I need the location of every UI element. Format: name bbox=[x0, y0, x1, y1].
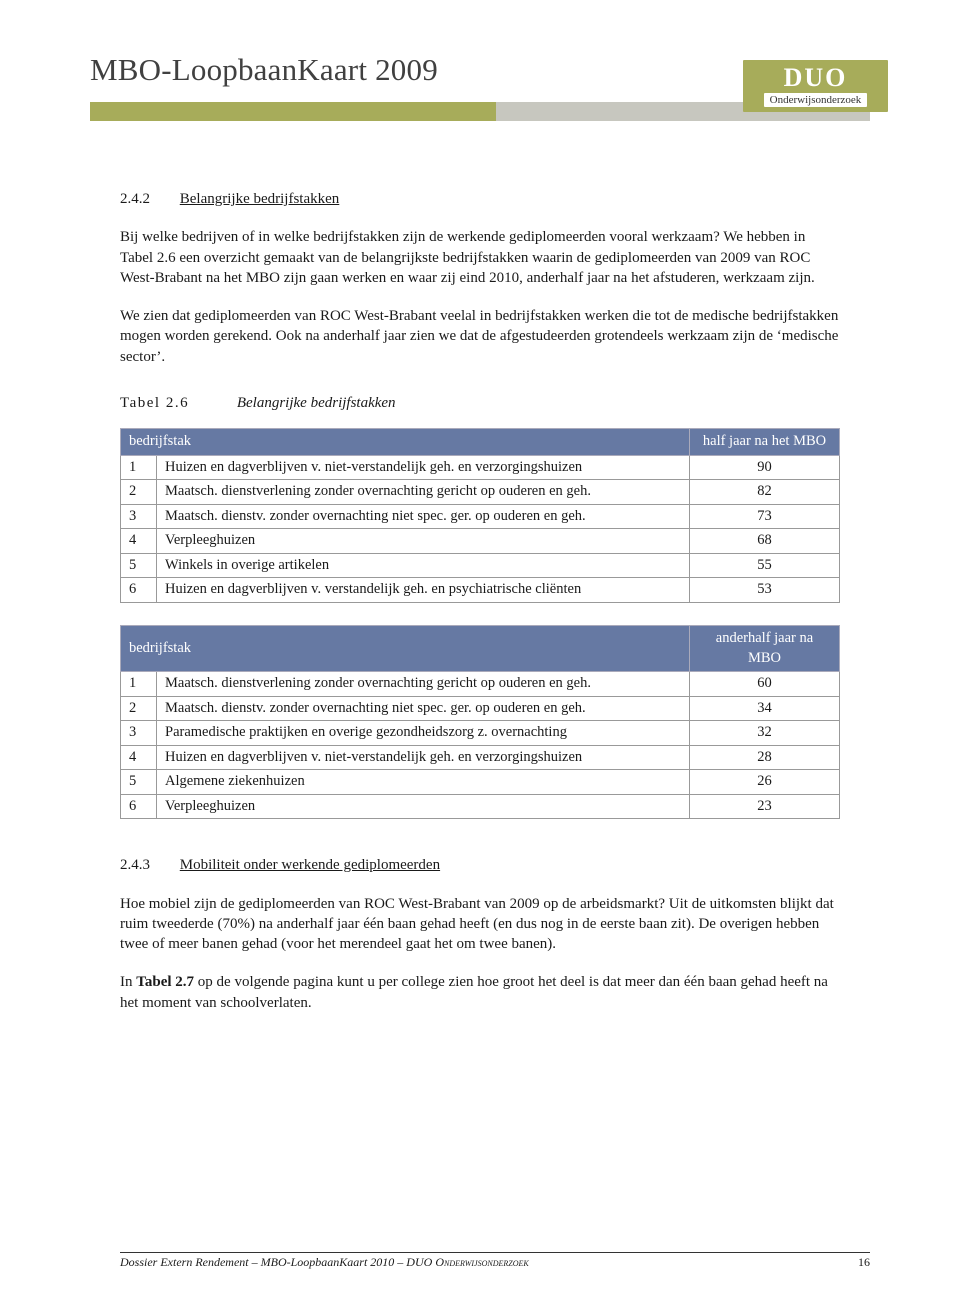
table-label: Tabel 2.6 bbox=[120, 395, 189, 411]
text-bold: Tabel 2.7 bbox=[136, 974, 194, 990]
text-run: In bbox=[120, 974, 136, 990]
row-index: 6 bbox=[121, 794, 157, 819]
page-body: 2.4.2 Belangrijke bedrijfstakken Bij wel… bbox=[0, 165, 960, 1013]
row-index: 3 bbox=[121, 721, 157, 746]
row-index: 1 bbox=[121, 455, 157, 480]
row-index: 5 bbox=[121, 553, 157, 578]
table-row: 6Huizen en dagverblijven v. verstandelij… bbox=[121, 578, 840, 603]
col-header-left: bedrijfstak bbox=[121, 429, 690, 456]
col-header-right: anderhalf jaar na MBO bbox=[690, 625, 840, 671]
table-row: 3Paramedische praktijken en overige gezo… bbox=[121, 721, 840, 746]
row-text: Winkels in overige artikelen bbox=[157, 553, 690, 578]
row-index: 6 bbox=[121, 578, 157, 603]
section-title: Mobiliteit onder werkende gediplomeerden bbox=[180, 857, 440, 873]
row-text: Maatsch. dienstv. zonder overnachting ni… bbox=[157, 696, 690, 721]
footer-text: Dossier Extern Rendement – MBO-LoopbaanK… bbox=[120, 1255, 529, 1270]
row-text: Verpleeghuizen bbox=[157, 529, 690, 554]
row-index: 2 bbox=[121, 696, 157, 721]
text-run: op de volgende pagina kunt u per college… bbox=[120, 974, 828, 1010]
row-value: 55 bbox=[690, 553, 840, 578]
table-row: 2Maatsch. dienstv. zonder overnachting n… bbox=[121, 696, 840, 721]
row-value: 68 bbox=[690, 529, 840, 554]
row-text: Verpleeghuizen bbox=[157, 794, 690, 819]
row-index: 1 bbox=[121, 672, 157, 697]
page-header: DUO Onderwijsonderzoek MBO-LoopbaanKaart… bbox=[0, 0, 960, 165]
footer-left-a: Dossier Extern Rendement – MBO-LoopbaanK… bbox=[120, 1255, 435, 1269]
row-index: 3 bbox=[121, 504, 157, 529]
section-number: 2.4.3 bbox=[120, 855, 176, 875]
page-number: 16 bbox=[858, 1255, 870, 1270]
row-text: Maatsch. dienstverlening zonder overnach… bbox=[157, 672, 690, 697]
row-value: 90 bbox=[690, 455, 840, 480]
table-row: 1Maatsch. dienstverlening zonder overnac… bbox=[121, 672, 840, 697]
duo-logo: DUO Onderwijsonderzoek bbox=[743, 60, 888, 112]
logo-sub: Onderwijsonderzoek bbox=[764, 93, 868, 107]
table-row: 3Maatsch. dienstv. zonder overnachting n… bbox=[121, 504, 840, 529]
row-text: Huizen en dagverblijven v. niet-verstand… bbox=[157, 455, 690, 480]
table-row: 4Huizen en dagverblijven v. niet-verstan… bbox=[121, 745, 840, 770]
col-header-left: bedrijfstak bbox=[121, 625, 690, 671]
paragraph: We zien dat gediplomeerden van ROC West-… bbox=[120, 306, 840, 367]
row-index: 4 bbox=[121, 745, 157, 770]
section-heading-242: 2.4.2 Belangrijke bedrijfstakken bbox=[120, 189, 840, 209]
paragraph: Bij welke bedrijven of in welke bedrijfs… bbox=[120, 227, 840, 288]
row-text: Huizen en dagverblijven v. niet-verstand… bbox=[157, 745, 690, 770]
row-value: 32 bbox=[690, 721, 840, 746]
table-caption-text: Belangrijke bedrijfstakken bbox=[237, 395, 396, 411]
row-value: 53 bbox=[690, 578, 840, 603]
row-text: Maatsch. dienstv. zonder overnachting ni… bbox=[157, 504, 690, 529]
table-26a: bedrijfstak half jaar na het MBO 1Huizen… bbox=[120, 428, 840, 603]
paragraph: In Tabel 2.7 op de volgende pagina kunt … bbox=[120, 972, 840, 1013]
section-heading-243: 2.4.3 Mobiliteit onder werkende gediplom… bbox=[120, 855, 840, 875]
row-value: 28 bbox=[690, 745, 840, 770]
row-text: Huizen en dagverblijven v. verstandelijk… bbox=[157, 578, 690, 603]
row-index: 4 bbox=[121, 529, 157, 554]
row-index: 5 bbox=[121, 770, 157, 795]
footer-left-b: Onderwijsonderzoek bbox=[435, 1255, 528, 1269]
row-index: 2 bbox=[121, 480, 157, 505]
table-row: 6Verpleeghuizen23 bbox=[121, 794, 840, 819]
table-caption: Tabel 2.6 Belangrijke bedrijfstakken bbox=[120, 393, 840, 413]
row-text: Maatsch. dienstverlening zonder overnach… bbox=[157, 480, 690, 505]
row-text: Algemene ziekenhuizen bbox=[157, 770, 690, 795]
table-row: 5Winkels in overige artikelen55 bbox=[121, 553, 840, 578]
section-number: 2.4.2 bbox=[120, 189, 176, 209]
table-row: 4Verpleeghuizen68 bbox=[121, 529, 840, 554]
row-text: Paramedische praktijken en overige gezon… bbox=[157, 721, 690, 746]
band-left bbox=[90, 102, 496, 121]
table-26b: bedrijfstak anderhalf jaar na MBO 1Maats… bbox=[120, 625, 840, 820]
row-value: 60 bbox=[690, 672, 840, 697]
col-header-right: half jaar na het MBO bbox=[690, 429, 840, 456]
table-row: 2Maatsch. dienstverlening zonder overnac… bbox=[121, 480, 840, 505]
row-value: 26 bbox=[690, 770, 840, 795]
table-row: 1Huizen en dagverblijven v. niet-verstan… bbox=[121, 455, 840, 480]
row-value: 82 bbox=[690, 480, 840, 505]
table-row: 5Algemene ziekenhuizen26 bbox=[121, 770, 840, 795]
page-footer: Dossier Extern Rendement – MBO-LoopbaanK… bbox=[120, 1252, 870, 1270]
row-value: 73 bbox=[690, 504, 840, 529]
row-value: 34 bbox=[690, 696, 840, 721]
logo-main: DUO bbox=[784, 65, 848, 91]
section-title: Belangrijke bedrijfstakken bbox=[180, 191, 340, 207]
paragraph: Hoe mobiel zijn de gediplomeerden van RO… bbox=[120, 894, 840, 955]
row-value: 23 bbox=[690, 794, 840, 819]
